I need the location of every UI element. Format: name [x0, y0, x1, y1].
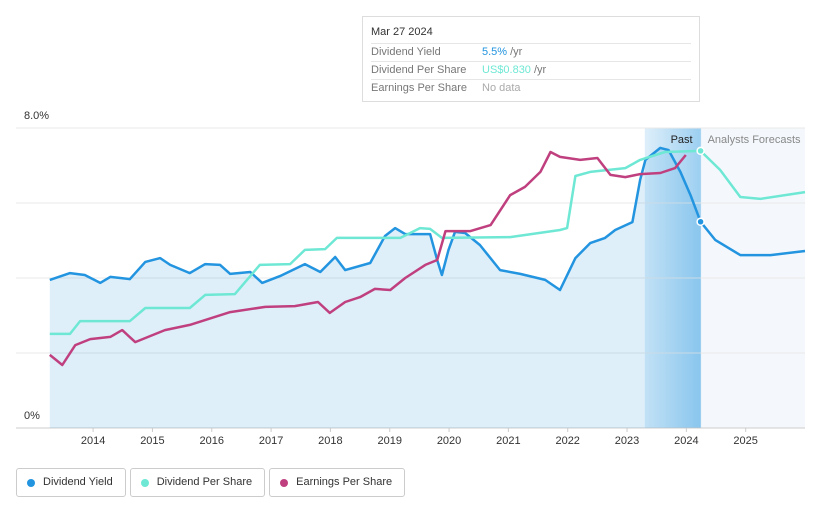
- x-tick-label: 2020: [437, 435, 461, 447]
- legend-label: Dividend Yield: [43, 476, 113, 488]
- tooltip-label: Dividend Yield: [371, 46, 441, 58]
- x-tick-label: 2024: [674, 435, 698, 447]
- series-line: [49, 149, 806, 336]
- x-tick-label: 2023: [615, 435, 639, 447]
- legend-item[interactable]: Dividend Yield: [16, 468, 126, 497]
- tooltip-label: Earnings Per Share: [371, 82, 467, 94]
- legend-dot: [280, 478, 289, 487]
- x-tick-label: 2015: [140, 435, 164, 447]
- x-tick-label: 2017: [259, 435, 283, 447]
- x-tick-label: 2022: [555, 435, 579, 447]
- tooltip-unit: /yr: [533, 64, 547, 76]
- series-line: [49, 150, 687, 367]
- legend: Dividend Yield Dividend Per Share Earnings…: [16, 468, 406, 497]
- legend-label: Dividend Per Share: [156, 476, 253, 488]
- y-tick-label: 8.0%: [24, 110, 49, 122]
- legend-item[interactable]: Earnings Per Share: [269, 468, 406, 497]
- tooltip-row: Dividend Yield 5.5%/yr: [371, 43, 691, 61]
- x-tick-label: 2021: [496, 435, 520, 447]
- tooltip-unit: /yr: [510, 46, 523, 58]
- x-tick-label: 2025: [733, 435, 757, 447]
- tooltip-date: Mar 27 2024: [371, 26, 433, 38]
- tooltip: Mar 27 2024 Dividend Yield 5.5%/yr Dividend…: [362, 16, 700, 102]
- x-tick-label: 2014: [81, 435, 105, 447]
- x-tick-label: 2019: [377, 435, 401, 447]
- tooltip-row: Earnings Per Share No data: [371, 79, 691, 97]
- tooltip-label: Dividend Per Share: [371, 64, 467, 76]
- past-label: Past: [671, 134, 693, 146]
- tooltip-value: US$0.830: [482, 64, 531, 76]
- hover-dot: [696, 146, 705, 156]
- x-tick-label: 2016: [200, 435, 224, 447]
- tooltip-value: No data: [482, 82, 521, 94]
- x-tick-label: 2018: [318, 435, 342, 447]
- legend-dot: [140, 478, 149, 487]
- legend-item[interactable]: Dividend Per Share: [129, 468, 266, 497]
- y-tick-label: 0%: [24, 410, 40, 422]
- tooltip-value: 5.5%: [482, 46, 508, 58]
- legend-label: Earnings Per Share: [296, 476, 393, 488]
- tooltip-row: Dividend Per Share US$0.830/yr: [371, 61, 691, 79]
- forecast-label: Analysts Forecasts: [708, 134, 801, 146]
- legend-dot: [27, 478, 35, 487]
- hover-dot: [696, 217, 705, 226]
